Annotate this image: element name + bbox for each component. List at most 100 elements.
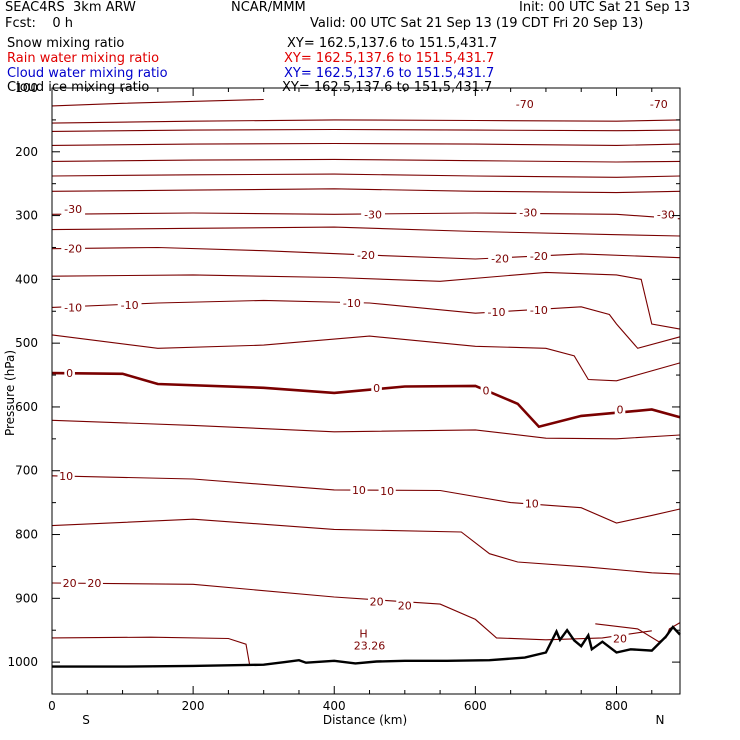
field-xy-snow: XY= 162.5,137.6 to 151.5,431.7 xyxy=(287,36,498,51)
contour-label: 10 xyxy=(380,485,394,498)
field-name-snow: Snow mixing ratio xyxy=(7,36,125,51)
contour-label-bg xyxy=(378,485,396,498)
contour-label-bg xyxy=(57,469,75,482)
plot-frame xyxy=(51,87,681,695)
y-tick-label: 400 xyxy=(15,272,38,286)
x-tick-label: 400 xyxy=(323,699,346,713)
contour-line xyxy=(51,119,681,124)
max-marker-value: 23.26 xyxy=(354,640,386,653)
contour-line xyxy=(51,142,681,146)
contour-label: -70 xyxy=(650,98,668,111)
x-axis: 0 200 400 600 800 xyxy=(48,88,653,713)
x-axis-label: Distance (km) xyxy=(323,713,407,727)
field-xy-rain: XY= 162.5,137.6 to 151.5,431.7 xyxy=(284,51,495,66)
contour-label-bg xyxy=(512,97,537,110)
contour-label-bg xyxy=(526,249,551,262)
contour-label-bg xyxy=(396,599,414,612)
contour-label-bg xyxy=(61,203,86,216)
contour-label-bg xyxy=(354,249,378,262)
x-tick-label: 600 xyxy=(464,699,487,713)
contour-label: -10 xyxy=(530,304,548,317)
contour-label-bg xyxy=(361,208,385,221)
contour-label: 20 xyxy=(63,577,77,590)
x-tick-label: 200 xyxy=(182,699,205,713)
contour-label: 0 xyxy=(482,384,489,397)
contour-label-bg xyxy=(516,206,541,219)
contour-line xyxy=(51,334,681,382)
init-time: Init: 00 UTC Sat 21 Sep 13 xyxy=(519,0,691,15)
model-title: SEAC4RS 3km ARW xyxy=(5,0,136,15)
contour-label: -70 xyxy=(516,98,534,111)
contour-label-bg xyxy=(614,403,626,416)
contour-label-bg xyxy=(85,577,103,590)
contour-label: -10 xyxy=(64,301,82,314)
contour-line xyxy=(51,299,681,349)
endpoint-south: S xyxy=(82,713,90,727)
contour-line xyxy=(51,582,652,641)
contour-label: -20 xyxy=(491,252,509,265)
y-tick-label: 800 xyxy=(15,528,38,542)
contour-label: 20 xyxy=(370,596,384,609)
contour-line xyxy=(51,271,681,330)
contour-line xyxy=(51,158,681,163)
contour-label: 20 xyxy=(398,599,412,612)
contour-line xyxy=(51,475,681,524)
contour-label: 10 xyxy=(59,470,73,483)
max-marker-h: H xyxy=(359,628,367,641)
center-title: NCAR/MMM xyxy=(231,0,306,15)
contour-line xyxy=(51,419,681,440)
y-tick-label: 900 xyxy=(15,591,38,605)
y-tick-label: 600 xyxy=(15,400,38,414)
contour-line xyxy=(51,188,681,194)
y-tick-label: 100 xyxy=(15,81,38,95)
terrain-line xyxy=(52,625,681,668)
contour-label-bg xyxy=(488,252,512,265)
contour-label: -10 xyxy=(488,306,506,319)
contour-label: -30 xyxy=(519,206,537,219)
contour-label-bg xyxy=(350,483,368,496)
x-tick-label: 0 xyxy=(48,699,56,713)
field-xy-cloud-water: XY= 162.5,137.6 to 151.5,431.7 xyxy=(284,66,495,81)
y-tick-label: 700 xyxy=(15,464,38,478)
contour-label: -30 xyxy=(657,208,675,221)
contour-label: 20 xyxy=(87,577,101,590)
contour-line xyxy=(51,212,681,220)
field-name-rain: Rain water mixing ratio xyxy=(7,51,160,66)
contour-line xyxy=(51,518,681,575)
contour-line xyxy=(51,636,251,665)
contour-line xyxy=(51,226,681,237)
contour-label-bg xyxy=(526,303,551,316)
contour-label: -20 xyxy=(64,243,82,256)
endpoint-north: N xyxy=(656,713,665,727)
terrain-profile xyxy=(52,625,681,668)
contour-label: -10 xyxy=(343,297,361,310)
contour-label-bg xyxy=(64,367,75,380)
contour-label: -10 xyxy=(121,299,139,312)
contour-label-bg xyxy=(371,381,382,394)
contour-line xyxy=(51,128,681,132)
contour-label: 10 xyxy=(352,484,366,497)
contour-label-bg xyxy=(484,305,509,318)
y-tick-label: 500 xyxy=(15,336,38,350)
contour-label: 0 xyxy=(617,403,624,416)
contour-label: 20 xyxy=(613,633,627,646)
contour-lines xyxy=(51,98,681,665)
contour-line xyxy=(51,98,264,107)
contour-label-bg xyxy=(646,97,671,110)
contour-label-bg xyxy=(480,384,492,397)
contour-label-bg xyxy=(367,595,386,608)
contour-label: -20 xyxy=(530,250,548,263)
y-tick-label: 1000 xyxy=(7,655,38,669)
y-tick-label: 200 xyxy=(15,145,38,159)
contour-label: -30 xyxy=(364,208,382,221)
contour-label-bg xyxy=(611,632,629,645)
contour-label-bg xyxy=(117,298,142,311)
contour-line xyxy=(595,622,681,643)
field-name-cloud-water: Cloud water mixing ratio xyxy=(7,66,168,81)
contour-label-bg xyxy=(653,208,678,221)
contour-label-bg xyxy=(523,497,541,510)
contour-label-bg xyxy=(61,301,86,314)
contour-label: -30 xyxy=(64,203,82,216)
